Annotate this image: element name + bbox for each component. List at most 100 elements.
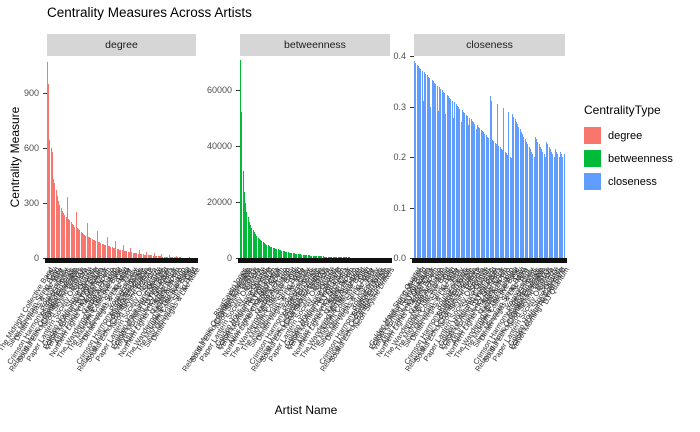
- bar: [456, 105, 458, 258]
- bar: [240, 60, 241, 258]
- bar: [343, 257, 345, 258]
- bar: [508, 111, 510, 258]
- y-tick-label: 0.1: [393, 202, 406, 213]
- bar: [64, 214, 66, 258]
- bar: [461, 110, 463, 258]
- bar: [382, 257, 384, 258]
- bar: [85, 235, 87, 258]
- bar: [58, 201, 60, 258]
- bar: [48, 83, 50, 258]
- facet-strip-betweenness: betweenness: [240, 34, 390, 56]
- bar: [168, 255, 170, 258]
- bar: [533, 157, 535, 258]
- bar: [485, 135, 487, 258]
- bar: [266, 244, 268, 258]
- bar: [348, 257, 350, 258]
- bar: [377, 257, 379, 258]
- bar: [350, 257, 351, 258]
- bar: [470, 119, 472, 258]
- bar: [60, 208, 62, 258]
- bar: [317, 256, 319, 258]
- bar: [473, 122, 475, 258]
- bar: [172, 257, 174, 258]
- y-tick-label: 300: [23, 197, 39, 208]
- bar: [186, 257, 188, 258]
- bar: [311, 255, 313, 258]
- y-tick-label: 0.0: [393, 253, 406, 263]
- bar: [50, 147, 52, 258]
- bar: [255, 234, 256, 258]
- bar: [96, 231, 98, 258]
- bar: [265, 243, 266, 258]
- bar: [278, 249, 280, 258]
- bar: [548, 146, 550, 258]
- bar: [493, 141, 495, 258]
- facet-strip-degree: degree: [47, 34, 196, 56]
- y-tick-mark: [410, 207, 414, 209]
- bar: [248, 221, 250, 258]
- x-axis-title: Artist Name: [274, 403, 338, 417]
- bar: [105, 245, 107, 258]
- y-tick-mark: [43, 147, 47, 149]
- bar: [330, 256, 331, 258]
- bar: [152, 255, 154, 258]
- bar: [142, 254, 144, 258]
- legend-label-closeness: closeness: [608, 175, 657, 188]
- bar: [357, 257, 359, 258]
- bar: [503, 107, 505, 258]
- bar: [80, 231, 82, 258]
- bar: [432, 81, 434, 258]
- bar: [301, 254, 303, 258]
- bar: [542, 151, 544, 258]
- bar: [65, 216, 67, 258]
- bar: [95, 241, 97, 258]
- x-axis-ticks-degree: [45, 258, 198, 263]
- bar: [536, 139, 538, 258]
- bar: [429, 78, 431, 258]
- bar: [437, 110, 439, 258]
- y-tick-label: 0.4: [393, 51, 406, 61]
- y-tick-mark: [43, 202, 47, 204]
- bar: [268, 245, 270, 258]
- bar: [431, 79, 433, 258]
- bar: [529, 149, 531, 258]
- bar: [543, 154, 545, 258]
- bar: [557, 154, 559, 258]
- bar: [361, 257, 363, 258]
- bar: [173, 257, 175, 258]
- bar: [451, 100, 453, 258]
- bar: [312, 255, 314, 258]
- bar: [494, 142, 496, 258]
- bar: [75, 212, 77, 258]
- bar: [486, 136, 488, 258]
- bar: [435, 84, 437, 258]
- bar: [440, 88, 442, 258]
- bar: [370, 257, 371, 258]
- bar: [125, 251, 127, 258]
- bar: [298, 254, 300, 258]
- bar: [47, 61, 48, 258]
- facet-strip-label: degree: [105, 39, 138, 51]
- bar: [439, 87, 441, 258]
- bar: [178, 257, 180, 258]
- bar: [130, 247, 132, 258]
- bar: [387, 257, 389, 258]
- legend-swatch-2: [584, 173, 601, 190]
- bar: [466, 116, 468, 258]
- plot-panel-closeness: [414, 56, 565, 258]
- bar: [351, 257, 353, 258]
- bar: [188, 256, 190, 258]
- bar: [495, 144, 497, 258]
- bar: [538, 144, 540, 258]
- bar: [145, 254, 147, 258]
- bar: [277, 249, 279, 258]
- bar: [307, 255, 309, 258]
- bar: [70, 222, 72, 258]
- bar: [263, 243, 265, 258]
- x-axis-ticks-closeness: [412, 258, 567, 263]
- bar: [110, 246, 112, 258]
- y-tick-label: 0.2: [393, 152, 406, 162]
- bar: [388, 257, 390, 258]
- bar: [121, 250, 123, 258]
- bar: [297, 254, 299, 258]
